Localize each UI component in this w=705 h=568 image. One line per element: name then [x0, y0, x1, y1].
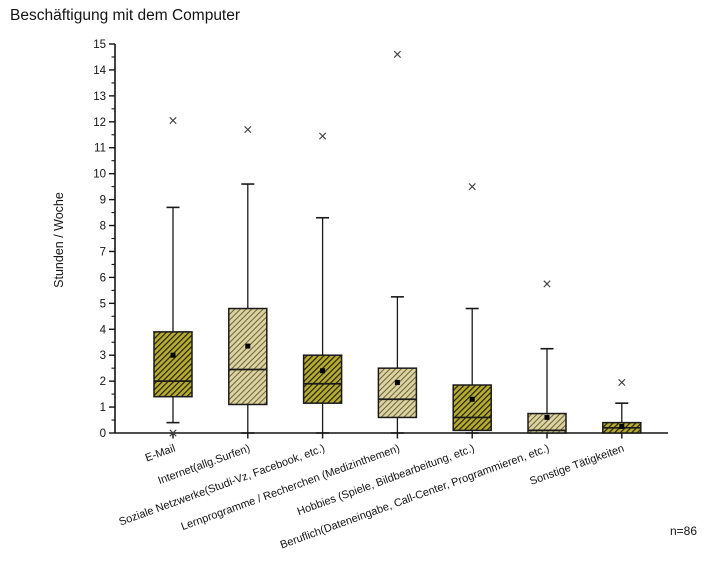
x-category-label: E-Mail — [144, 443, 177, 465]
mean-square-icon — [170, 352, 176, 358]
box-5 — [527, 412, 567, 434]
box-4 — [452, 384, 492, 432]
x-category-label: Beruflich(Dateneingabe, Call-Center, Pro… — [279, 443, 551, 552]
y-axis-title: Stunden / Woche — [52, 192, 66, 288]
sample-size-label: n=86 — [669, 524, 697, 538]
y-tick-label: 4 — [100, 324, 107, 336]
box-0 — [153, 331, 193, 398]
y-tick-label: 11 — [94, 143, 106, 155]
outlier-x-icon — [244, 125, 252, 134]
y-tick-label: 1 — [100, 402, 106, 414]
mean-square-icon — [544, 414, 550, 420]
outlier-x-icon — [169, 429, 177, 437]
mean-square-icon — [469, 396, 475, 402]
y-tick-label: 9 — [100, 195, 106, 207]
y-tick-label: 12 — [93, 117, 106, 129]
mean-square-icon — [619, 424, 625, 430]
y-tick-label: 5 — [100, 298, 106, 310]
y-tick-label: 14 — [93, 65, 106, 77]
y-tick-label: 8 — [100, 221, 106, 233]
outlier-x-icon — [169, 116, 177, 125]
y-tick-label: 0 — [100, 428, 106, 440]
box-3 — [377, 367, 418, 419]
chart-title: Beschäftigung mit dem Computer — [10, 7, 241, 24]
outlier-x-icon — [468, 183, 476, 191]
outlier-x-icon — [543, 280, 551, 288]
outlier-x-icon — [618, 378, 626, 387]
box-1 — [228, 307, 268, 406]
y-tick-label: 10 — [93, 169, 106, 181]
y-tick-label: 6 — [100, 272, 106, 284]
outlier-x-icon — [393, 50, 401, 58]
y-tick-label: 7 — [100, 246, 106, 258]
y-tick-label: 2 — [100, 376, 106, 388]
mean-square-icon — [394, 379, 400, 385]
mean-square-icon — [320, 368, 326, 374]
box-2 — [302, 354, 343, 404]
mean-square-icon — [245, 343, 251, 349]
y-tick-label: 3 — [100, 350, 106, 362]
y-tick-label: 15 — [93, 39, 106, 51]
y-tick-label: 13 — [93, 91, 106, 103]
outlier-x-icon — [319, 132, 327, 140]
